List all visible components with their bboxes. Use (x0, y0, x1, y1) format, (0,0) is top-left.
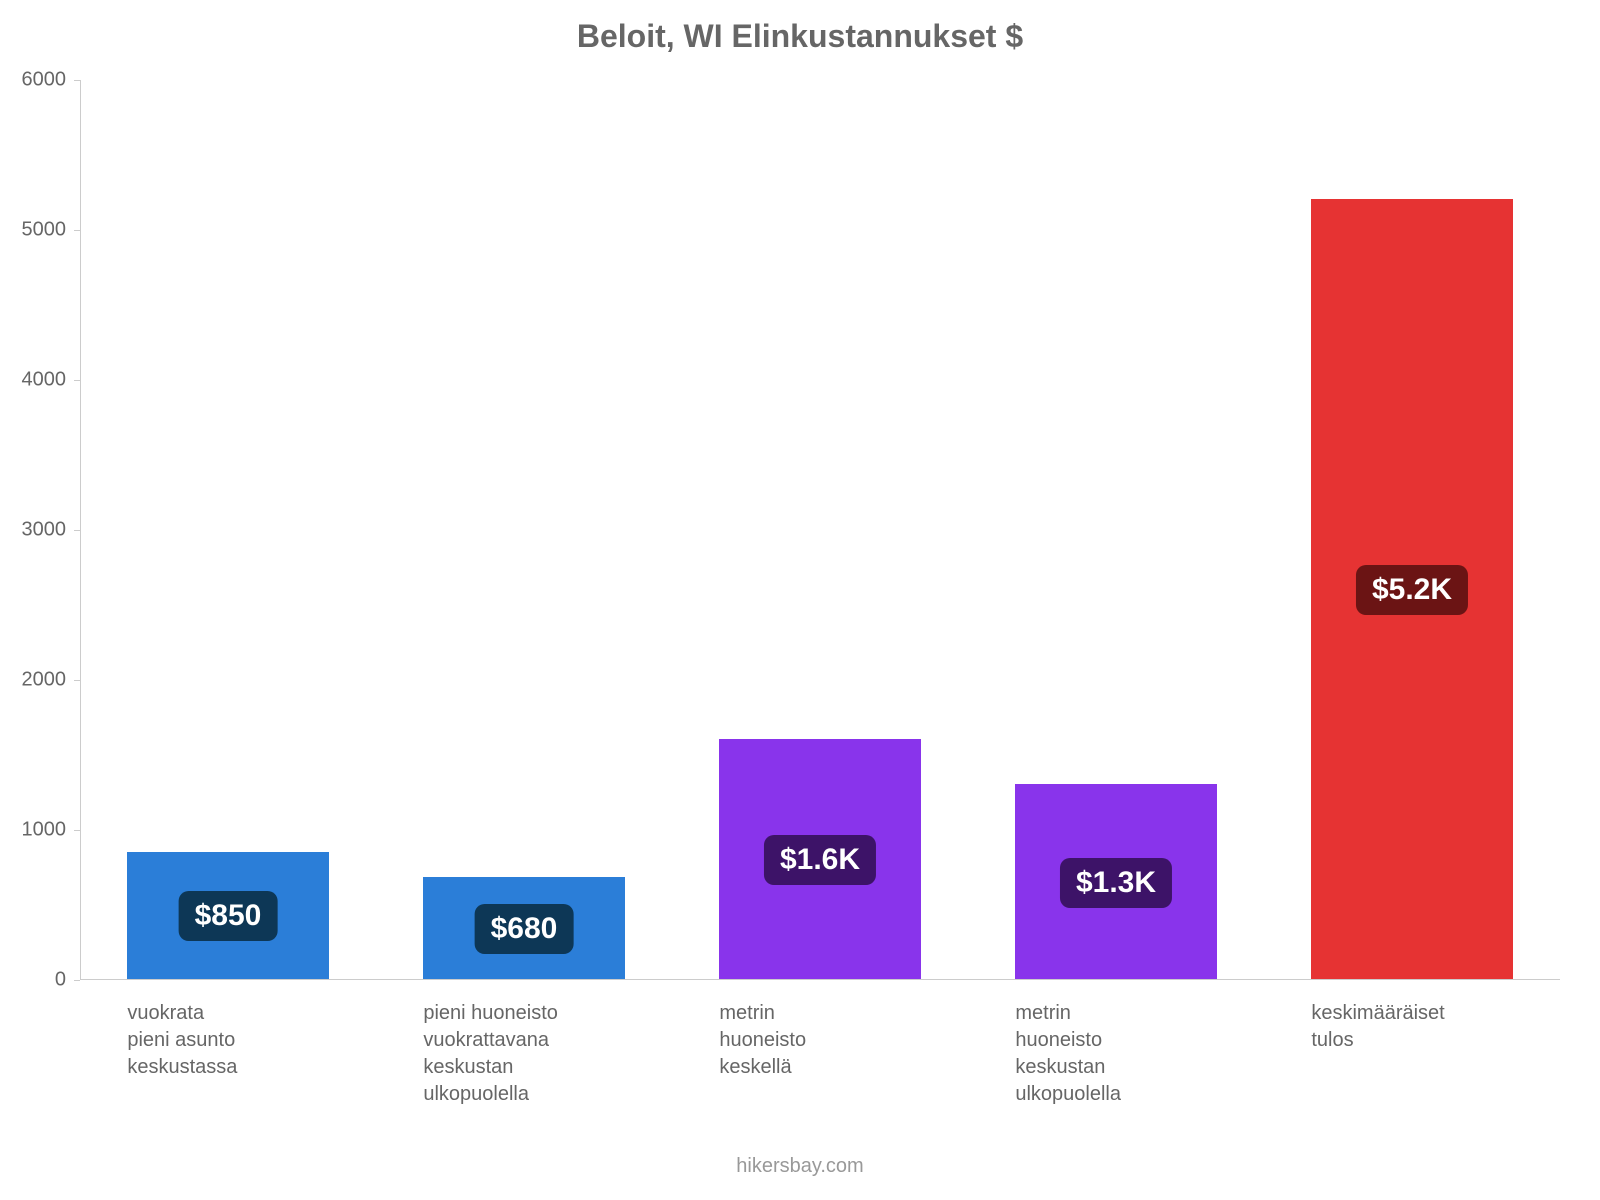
x-category-label: metrinhuoneistokeskustanulkopuolella (1015, 1000, 1216, 1108)
ytick-label: 2000 (0, 669, 66, 692)
chart-title: Beloit, WI Elinkustannukset $ (0, 18, 1600, 55)
bars-layer: $850 $680 $1.6K $1.3K $5.2K (80, 80, 1560, 980)
bar-value-label: $1.6K (764, 835, 876, 885)
chart-container: Beloit, WI Elinkustannukset $ $850 $680 $1… (0, 0, 1600, 1200)
x-category-label: vuokratapieni asuntokeskustassa (127, 1000, 328, 1081)
ytick-mark (74, 380, 80, 381)
attribution: hikersbay.com (0, 1155, 1600, 1178)
plot-area: $850 $680 $1.6K $1.3K $5.2K (80, 80, 1560, 980)
bar-value-label: $680 (475, 904, 574, 954)
ytick-mark (74, 80, 80, 81)
ytick-mark (74, 830, 80, 831)
ytick-mark (74, 230, 80, 231)
ytick-label: 3000 (0, 519, 66, 542)
x-category-label: pieni huoneistovuokrattavanakeskustanulk… (423, 1000, 624, 1108)
ytick-mark (74, 680, 80, 681)
bar-value-label: $1.3K (1060, 858, 1172, 908)
ytick-label: 6000 (0, 69, 66, 92)
ytick-label: 1000 (0, 819, 66, 842)
bar-value-label: $5.2K (1356, 565, 1468, 615)
ytick-label: 4000 (0, 369, 66, 392)
ytick-label: 5000 (0, 219, 66, 242)
ytick-mark (74, 530, 80, 531)
x-category-label: keskimääräisettulos (1311, 1000, 1512, 1054)
bar-value-label: $850 (179, 891, 278, 941)
x-category-label: metrinhuoneistokeskellä (719, 1000, 920, 1081)
ytick-label: 0 (0, 969, 66, 992)
ytick-mark (74, 980, 80, 981)
